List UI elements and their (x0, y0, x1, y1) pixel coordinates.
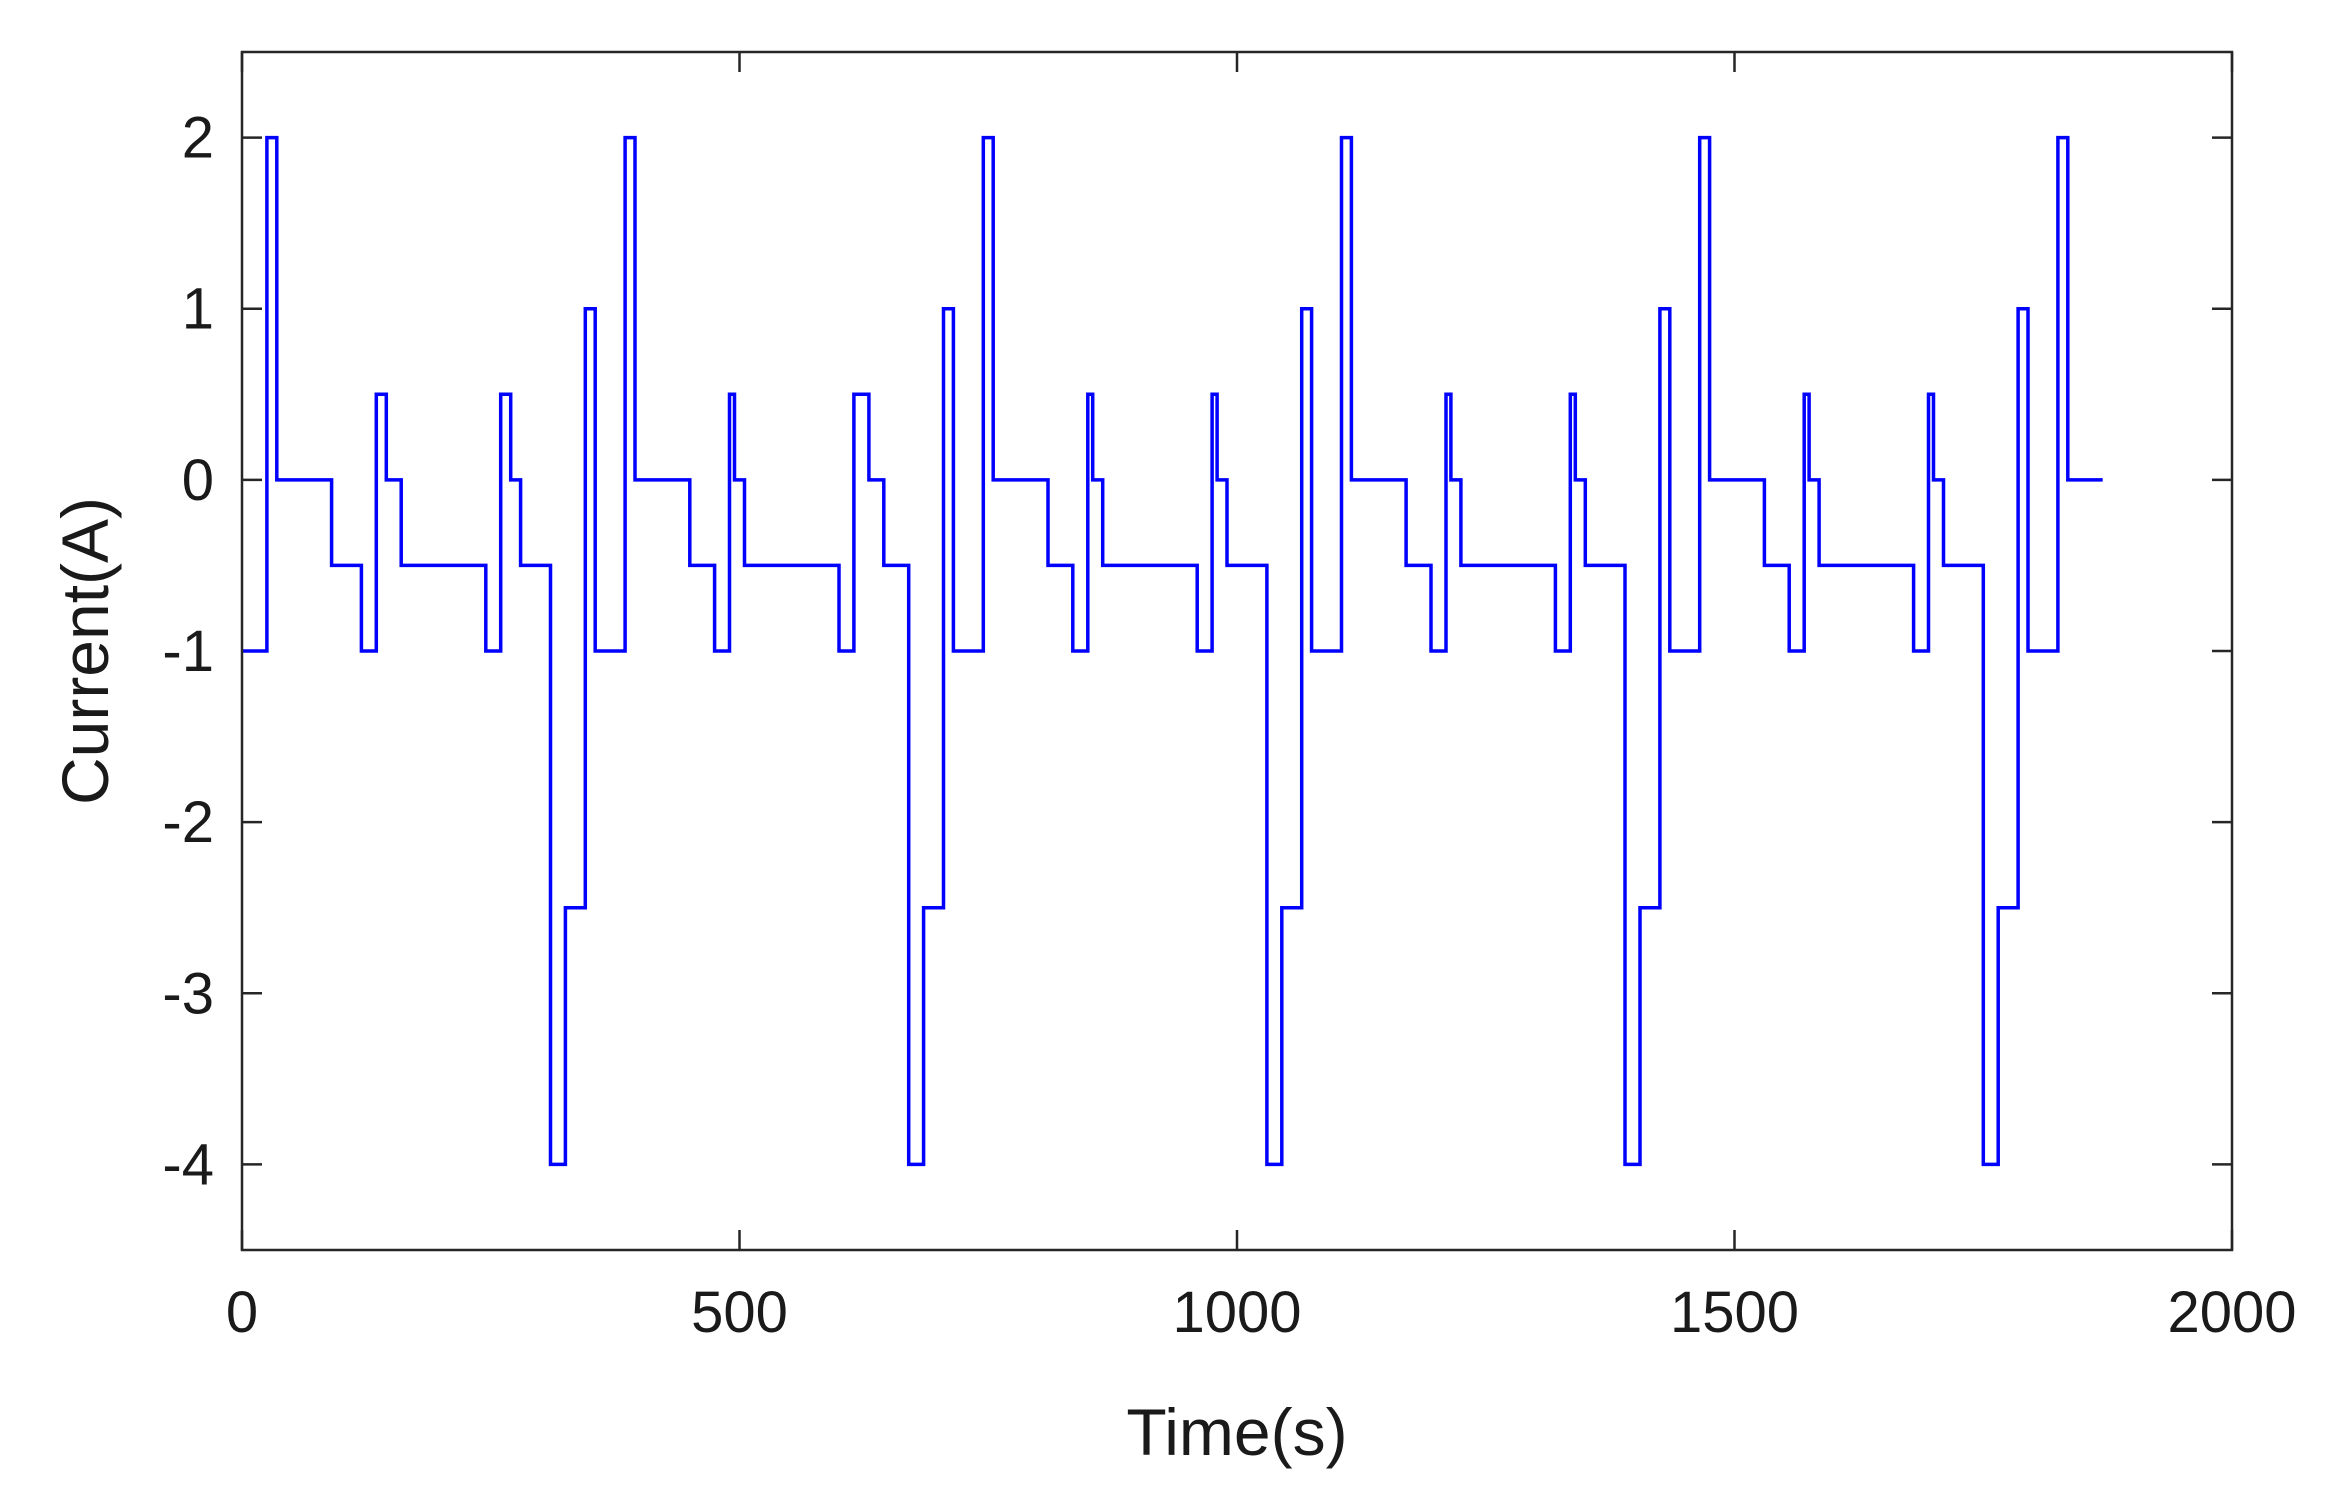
y-tick-label: -3 (162, 961, 214, 1026)
y-tick-label: -4 (162, 1132, 214, 1197)
x-tick-label: 0 (226, 1280, 258, 1345)
series-line-current (242, 135, 2103, 1167)
y-tick-labels: -4 -3 -2 -1 0 1 2 (162, 106, 214, 1198)
y-tick-label: -1 (162, 619, 214, 684)
y-tick-label: 0 (182, 448, 214, 513)
x-tick-label: 1500 (1670, 1280, 1799, 1345)
y-axis-label: Current(A) (48, 497, 122, 805)
x-tick-label: 2000 (2167, 1280, 2296, 1345)
plot-area-frame (240, 50, 2234, 1252)
y-ticks (242, 136, 2232, 1166)
y-tick-label: 2 (182, 106, 214, 171)
x-tick-labels: 0 500 1000 1500 2000 (226, 1280, 2297, 1345)
y-tick-label: 1 (182, 277, 214, 342)
x-tick-label: 500 (691, 1280, 788, 1345)
x-tick-label: 1000 (1172, 1280, 1301, 1345)
y-tick-label: -2 (162, 790, 214, 855)
x-axis-label: Time(s) (1126, 1395, 1347, 1469)
